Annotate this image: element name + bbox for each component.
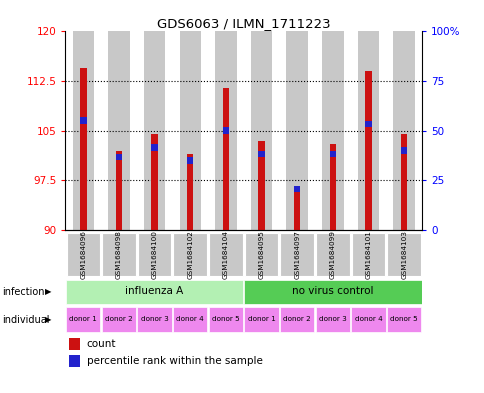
Bar [66,233,100,276]
Bar [258,141,264,230]
Text: individual: individual [2,314,50,325]
Bar [329,151,335,157]
Bar [350,307,385,332]
Text: GSM1684095: GSM1684095 [258,230,264,279]
Bar [364,71,371,230]
Text: influenza A: influenza A [125,286,183,296]
Bar [151,134,157,230]
Bar [187,154,193,230]
Bar [293,187,300,230]
Text: GSM1684096: GSM1684096 [80,230,86,279]
Bar [102,307,136,332]
Text: GSM1684101: GSM1684101 [365,230,371,279]
Text: percentile rank within the sample: percentile rank within the sample [87,356,262,365]
Bar [137,233,171,276]
Bar [144,31,165,230]
Text: donor 4: donor 4 [354,316,381,322]
Bar [258,151,264,157]
Bar [286,31,307,230]
Text: GSM1684103: GSM1684103 [400,230,406,279]
Bar [400,147,407,154]
Bar [329,144,335,230]
Bar [244,307,278,332]
Bar [386,307,421,332]
Bar [179,31,200,230]
Text: GSM1684100: GSM1684100 [151,230,157,279]
Bar [173,233,207,276]
Bar [102,233,136,276]
Bar [137,307,171,332]
Text: donor 2: donor 2 [105,316,133,322]
Title: GDS6063 / ILMN_1711223: GDS6063 / ILMN_1711223 [157,17,330,30]
Text: GSM1684097: GSM1684097 [294,230,300,279]
Bar [250,31,272,230]
Bar [108,31,129,230]
Bar [222,88,228,230]
Text: donor 5: donor 5 [390,316,417,322]
Bar [222,127,228,134]
Text: donor 2: donor 2 [283,316,310,322]
Text: GSM1684104: GSM1684104 [223,230,228,279]
Bar [315,307,349,332]
Bar [69,355,79,367]
Bar [279,307,314,332]
Bar [364,121,371,127]
Bar [293,185,300,192]
Text: GSM1684102: GSM1684102 [187,230,193,279]
Bar [73,31,94,230]
Bar [209,233,242,276]
Bar [116,154,122,160]
Text: no virus control: no virus control [291,286,373,296]
Bar [280,233,313,276]
Bar [215,31,236,230]
Text: donor 1: donor 1 [247,316,275,322]
Bar [400,134,407,230]
Bar [321,31,343,230]
Bar [387,233,420,276]
Bar [69,338,79,350]
Text: count: count [87,339,116,349]
Text: ▶: ▶ [45,315,51,324]
Bar [66,307,100,332]
Text: donor 3: donor 3 [318,316,346,322]
Bar [66,279,243,304]
Bar [351,233,384,276]
Text: ▶: ▶ [45,287,51,296]
Text: donor 4: donor 4 [176,316,204,322]
Text: donor 1: donor 1 [69,316,97,322]
Bar [316,233,349,276]
Text: donor 3: donor 3 [140,316,168,322]
Bar [208,307,242,332]
Bar [116,151,122,230]
Text: donor 5: donor 5 [212,316,239,322]
Text: GSM1684098: GSM1684098 [116,230,121,279]
Bar [80,68,86,230]
Text: infection: infection [2,286,45,297]
Bar [173,307,207,332]
Bar [244,233,278,276]
Bar [151,144,157,151]
Bar [357,31,378,230]
Bar [393,31,414,230]
Bar [187,157,193,164]
Bar [243,279,421,304]
Text: GSM1684099: GSM1684099 [329,230,335,279]
Bar [80,118,86,124]
